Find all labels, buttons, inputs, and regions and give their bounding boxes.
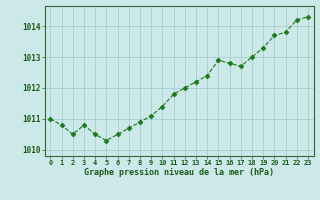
X-axis label: Graphe pression niveau de la mer (hPa): Graphe pression niveau de la mer (hPa) — [84, 168, 274, 177]
